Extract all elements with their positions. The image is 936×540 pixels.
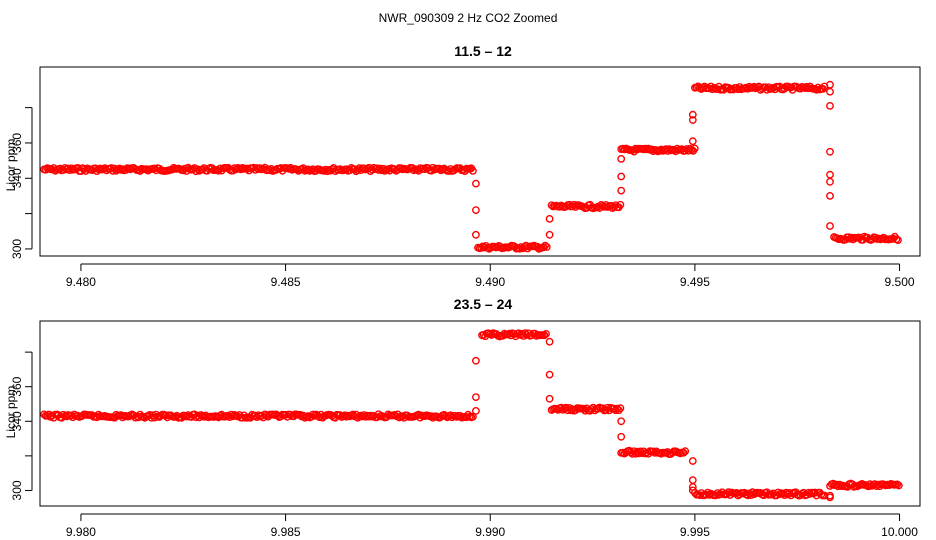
- data-point: [688, 137, 697, 146]
- data-point: [690, 144, 699, 153]
- x-tick-label: 9.990: [475, 525, 505, 539]
- x-tick-label: 9.980: [66, 525, 96, 539]
- data-point: [688, 483, 697, 491]
- data-point: [617, 154, 626, 163]
- y-tick-label: 340: [10, 168, 24, 188]
- data-point: [616, 404, 625, 413]
- data-point: [541, 241, 550, 250]
- x-tick-label: 9.485: [271, 275, 301, 289]
- chart-bottom: 23.5 – 24 Licor ppm 300 340 360 9.980 9.985…: [4, 296, 921, 539]
- data-point: [539, 243, 548, 252]
- data-point: [468, 166, 477, 175]
- data-point: [826, 102, 834, 110]
- data-point: [826, 147, 834, 156]
- data-point: [889, 234, 898, 243]
- y-tick-label: 360: [10, 376, 24, 396]
- data-point: [894, 481, 903, 490]
- data-point: [688, 476, 697, 484]
- x-axis: 9.980 9.985 9.990 9.995 10.000: [66, 513, 918, 539]
- data-point: [505, 329, 514, 338]
- x-tick-label: 9.495: [680, 275, 710, 289]
- plot-frame: [39, 66, 921, 257]
- x-tick-label: 10.000: [881, 525, 918, 539]
- data-point: [471, 393, 480, 401]
- data-point: [688, 110, 697, 119]
- y-tick-label: 360: [10, 133, 24, 153]
- data-point: [708, 85, 717, 94]
- data-point: [679, 448, 688, 457]
- data-point: [826, 493, 834, 502]
- x-tick-label: 9.480: [66, 275, 96, 289]
- data-point: [826, 87, 834, 96]
- data-point: [545, 230, 554, 239]
- data-point: [826, 222, 834, 230]
- data-point: [545, 214, 554, 223]
- data-point: [681, 447, 690, 456]
- data-point: [323, 167, 332, 176]
- data-point: [750, 82, 758, 91]
- data-point: [542, 329, 550, 338]
- data-point: [617, 417, 626, 426]
- data-point: [774, 488, 782, 497]
- data-point: [308, 410, 317, 419]
- y-axis-label: Licor ppm: [4, 386, 18, 439]
- data-point: [613, 404, 622, 413]
- data-point: [471, 356, 480, 365]
- y-tick-label: 340: [10, 411, 24, 431]
- data-point: [688, 486, 697, 495]
- y-tick-label: 300: [10, 239, 24, 259]
- data-point: [826, 170, 834, 179]
- x-tick-label: 9.995: [680, 525, 710, 539]
- figure-title: NWR_090309 2 Hz CO2 Zoomed: [379, 11, 558, 25]
- x-tick-label: 9.985: [271, 525, 301, 539]
- data-point: [471, 406, 480, 415]
- y-axis: 300 340 360: [10, 107, 33, 259]
- y-axis-label: Licor ppm: [4, 139, 18, 192]
- x-axis: 9.480 9.485 9.490 9.495 9.500: [66, 263, 915, 289]
- chart-title: 23.5 – 24: [454, 296, 513, 312]
- data-point: [471, 230, 480, 239]
- y-axis: 300 340 360: [10, 351, 33, 500]
- data-point: [471, 179, 480, 188]
- x-tick-label: 9.490: [475, 275, 505, 289]
- data-point: [471, 206, 480, 215]
- data-point: [515, 244, 524, 253]
- data-point: [545, 394, 554, 403]
- data-points: [40, 329, 903, 502]
- data-point: [545, 370, 554, 379]
- plot-frame: [39, 320, 921, 507]
- x-tick-label: 9.500: [885, 275, 915, 289]
- data-point: [688, 457, 697, 465]
- data-point: [688, 116, 697, 124]
- data-point: [616, 200, 625, 209]
- data-point: [542, 243, 551, 251]
- data-point: [826, 177, 834, 186]
- data-point: [617, 172, 626, 181]
- data-point: [617, 432, 626, 441]
- data-point: [614, 406, 623, 415]
- data-point: [468, 412, 477, 421]
- data-points: [40, 80, 902, 253]
- data-point: [540, 331, 549, 340]
- data-point: [611, 406, 620, 415]
- chart-title: 11.5 – 12: [454, 43, 512, 59]
- data-point: [545, 337, 554, 346]
- y-tick-label: 300: [10, 480, 24, 500]
- data-point: [826, 191, 834, 200]
- data-point: [894, 236, 902, 245]
- chart-top: 11.5 – 12 Licor ppm 300 340 360 9.480 9.485…: [4, 43, 921, 289]
- data-point: [617, 186, 626, 195]
